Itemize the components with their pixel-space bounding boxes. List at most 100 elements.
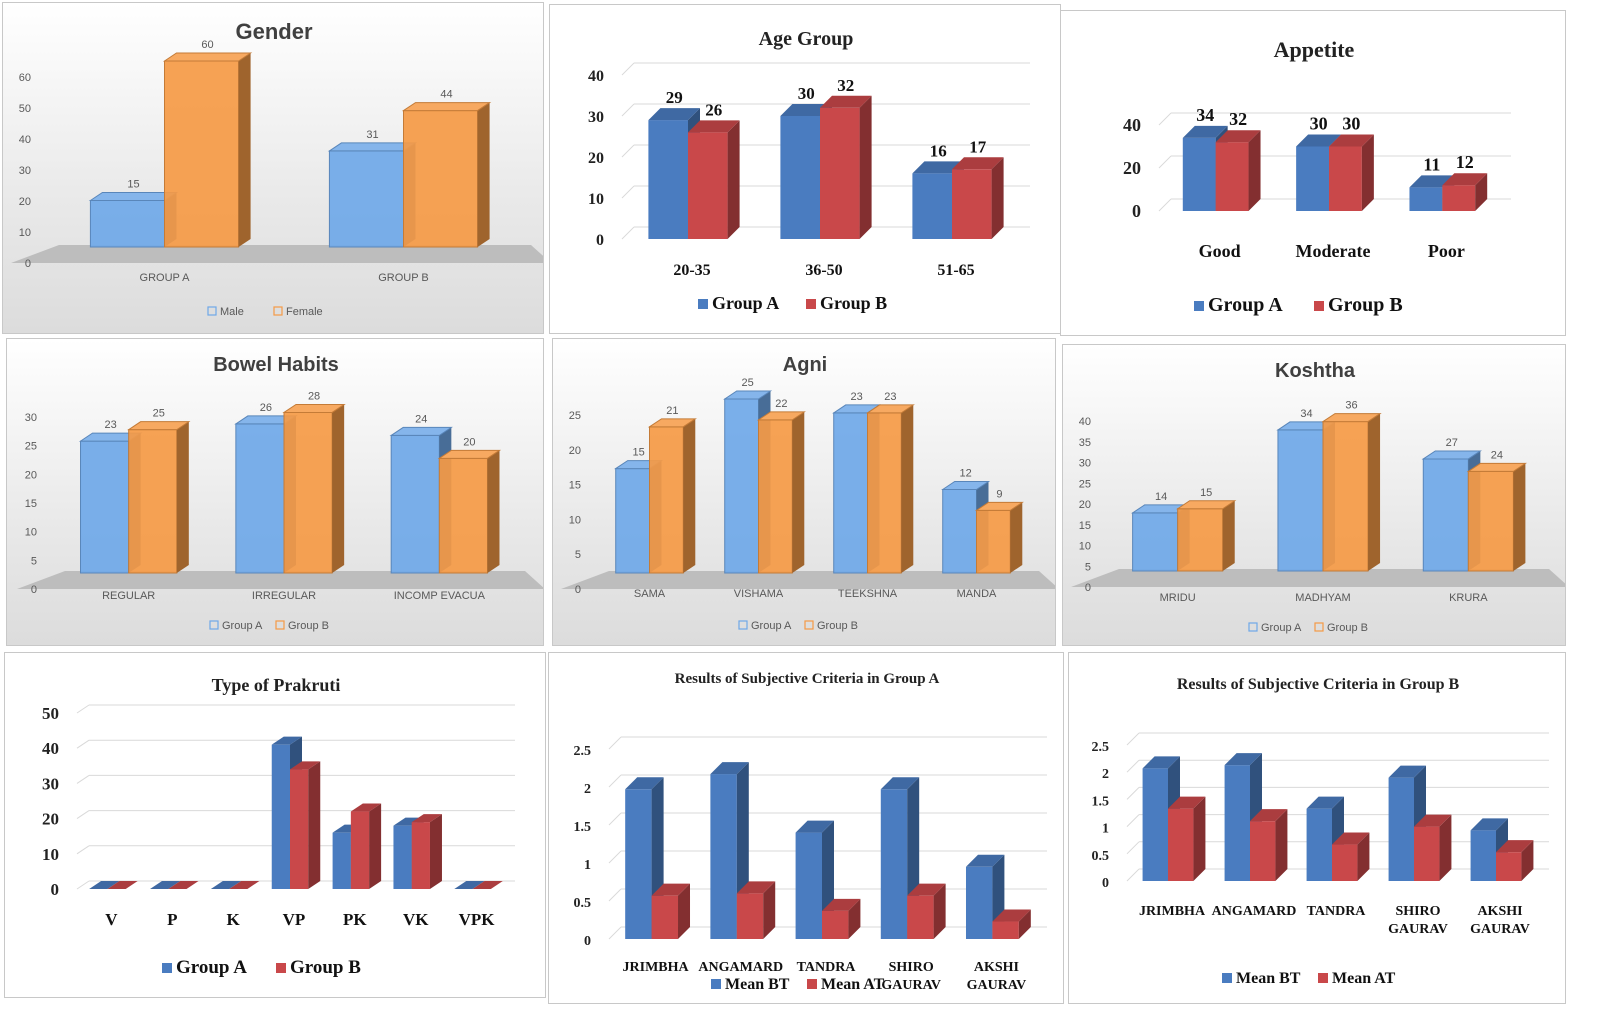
y-tick-label: 0 <box>1102 876 1109 891</box>
bar-female-group-b <box>401 102 492 248</box>
bar-group-b-manda <box>974 501 1024 574</box>
legend-key <box>1318 973 1328 983</box>
data-label: 15 <box>632 447 644 459</box>
x-category-label: MADHYAM <box>1295 592 1350 604</box>
chart-title: Koshtha <box>1275 360 1356 382</box>
data-label: 15 <box>127 179 139 191</box>
gridline-depth <box>76 774 90 784</box>
x-category-label: GAURAV <box>967 978 1027 993</box>
bar-mean-at-akshi-gaurav <box>992 909 1031 939</box>
gridline-depth <box>608 926 622 940</box>
data-label: 34 <box>1196 105 1214 125</box>
bar-group-b-regular <box>127 421 191 574</box>
gridline-depth <box>1158 155 1172 169</box>
gridline-depth <box>608 774 622 788</box>
gridline-depth <box>1126 759 1140 773</box>
y-tick-label: 0 <box>25 258 31 270</box>
appetite-chart-panel: Appetite 0 20 40 34 32 Good 30 30 Moderate 11 12 Poo… <box>1060 10 1566 336</box>
y-tick-label: 10 <box>25 527 37 539</box>
y-tick-label: 30 <box>19 165 31 177</box>
x-category-label: Poor <box>1428 241 1465 261</box>
legend: Group A Group B <box>162 957 361 978</box>
bar-group-b-vpk <box>472 881 503 889</box>
y-tick-label: 15 <box>1079 520 1091 532</box>
data-label: 9 <box>996 488 1002 500</box>
data-label: 22 <box>775 398 787 410</box>
bar-mean-at-angamard <box>736 881 776 939</box>
y-tick-label: 1 <box>584 858 591 873</box>
legend: Group A Group B <box>1194 294 1403 316</box>
x-category-label: TEEKSHNA <box>838 588 898 600</box>
chart-svg: Bowel Habits 0 5 10 15 20 25 30 23 25 REGULAR 26 28 I… <box>17 354 543 632</box>
gridline-depth <box>1158 112 1172 126</box>
y-tick-label: 50 <box>42 704 59 723</box>
legend: Mean BT Mean AT <box>711 976 885 993</box>
bar-mean-at-angamard <box>1250 809 1288 881</box>
gridline-depth <box>1158 198 1172 212</box>
data-label: 12 <box>1456 152 1474 172</box>
y-tick-label: 10 <box>1079 541 1091 553</box>
data-label: 29 <box>666 88 683 107</box>
y-tick-label: 0.5 <box>1092 849 1110 864</box>
chart-title: Results of Subjective Criteria in Group … <box>675 671 940 687</box>
bar-group-b-20-35 <box>688 120 740 239</box>
legend-label: Mean AT <box>821 976 885 993</box>
y-tick-label: 0.5 <box>574 896 592 911</box>
bar-group-b-moderate <box>1329 134 1374 211</box>
bar-mean-bt-tandra <box>1306 796 1344 881</box>
bar-mean-bt-tandra <box>795 820 834 939</box>
bowel-habits-chart-panel: Bowel Habits 0 5 10 15 20 25 30 23 25 REGULAR 26 28 I… <box>6 338 544 646</box>
y-tick-label: 2.5 <box>574 744 592 759</box>
bar-group-a-vpk <box>454 881 485 889</box>
y-tick-label: 10 <box>42 845 59 864</box>
data-label: 21 <box>666 405 678 417</box>
gridline-depth <box>76 880 90 890</box>
bar-group-b-sama <box>647 418 697 574</box>
x-category-label: K <box>227 910 241 929</box>
y-tick-label: 25 <box>25 441 37 453</box>
chart-title: Results of Subjective Criteria in Group … <box>1177 676 1460 693</box>
bar-group-b-51-65 <box>952 157 1004 239</box>
bar-group-a-p <box>150 881 181 889</box>
data-label: 36 <box>1345 400 1357 412</box>
x-category-label: INCOMP EVACUA <box>394 590 486 602</box>
y-tick-label: 30 <box>1079 458 1091 470</box>
x-category-label: Good <box>1199 241 1241 261</box>
gridline-depth <box>1126 868 1140 882</box>
y-tick-label: 20 <box>569 445 581 457</box>
legend-label: Male <box>220 306 244 318</box>
x-category-label: GROUP A <box>140 272 191 284</box>
bar-mean-bt-jrimbha <box>625 777 664 939</box>
legend-label: Mean AT <box>1332 970 1396 987</box>
bar-mean-at-jrimbha <box>1168 796 1206 881</box>
x-category-label: VP <box>283 910 306 929</box>
data-label: 26 <box>705 100 722 119</box>
x-category-label: V <box>105 910 118 929</box>
legend-label: Group B <box>290 957 361 978</box>
x-category-label: AKSHI <box>1477 904 1522 919</box>
data-label: 12 <box>959 467 971 479</box>
x-category-label: 36-50 <box>805 262 842 279</box>
data-label: 15 <box>1200 487 1212 499</box>
data-label: 32 <box>1229 109 1247 129</box>
legend-key <box>207 306 217 316</box>
y-tick-label: 25 <box>1079 478 1091 490</box>
bar-mean-at-jrimbha <box>651 883 691 939</box>
prakruti-chart-panel: Type of Prakruti 0 10 20 30 40 50 V P K VP PK VK VPK G… <box>4 652 546 998</box>
gridline-depth <box>608 888 622 902</box>
y-tick-label: 40 <box>42 739 59 758</box>
gridline-depth <box>1126 732 1140 746</box>
legend-key <box>1222 973 1232 983</box>
gridline-depth <box>76 739 90 749</box>
y-tick-label: 15 <box>25 498 37 510</box>
data-label: 27 <box>1446 437 1458 449</box>
legend-label: Group A <box>1208 294 1283 316</box>
bar-mean-at-shiro-gaurav <box>907 883 946 939</box>
legend: Male Female <box>207 306 323 318</box>
legend-key <box>273 306 283 316</box>
gridline-depth <box>1126 814 1140 827</box>
x-category-label: ANGAMARD <box>1212 904 1297 919</box>
legend-key <box>738 620 748 630</box>
x-category-label: ANGAMARD <box>698 960 783 975</box>
y-tick-label: 30 <box>588 109 604 126</box>
